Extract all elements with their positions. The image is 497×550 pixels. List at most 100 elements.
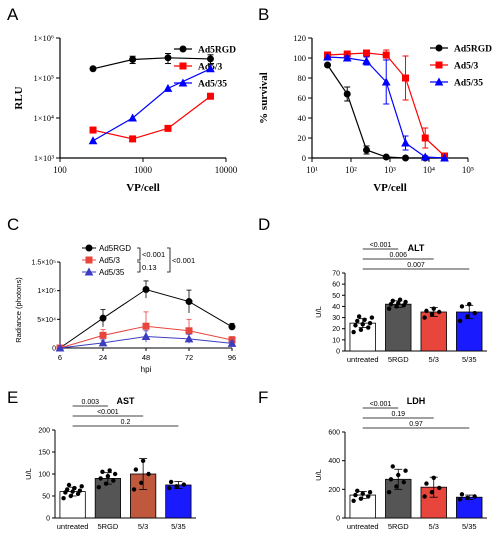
data-point [396, 472, 401, 478]
x-tick-label: 100 [53, 165, 67, 175]
data-point [472, 494, 477, 499]
y-axis-label: U/L [314, 469, 323, 481]
y-tick-label: 100 [38, 472, 50, 479]
data-point [390, 298, 395, 304]
data-point [366, 325, 371, 330]
stat-label: 0.19 [391, 411, 405, 418]
x-tick-label: 24 [99, 353, 107, 362]
data-point [429, 312, 435, 317]
data-point [168, 479, 174, 485]
data-point [369, 315, 375, 320]
y-tick-label: 20 [332, 326, 340, 333]
data-point [388, 477, 394, 482]
data-point [362, 56, 371, 65]
data-point [431, 306, 436, 311]
legend-label: Ad5/3 [454, 62, 479, 72]
data-point [68, 493, 74, 499]
data-point [360, 491, 365, 496]
bar-5RGD [94, 478, 121, 519]
legend-marker [178, 78, 188, 87]
data-point [323, 52, 332, 61]
stat-bracket [167, 247, 171, 273]
data-point [185, 298, 193, 306]
y-tick-label: 10 [332, 337, 340, 344]
data-point [107, 468, 112, 473]
data-point [100, 469, 105, 474]
data-point [363, 49, 371, 57]
y-tick-label: 40 [332, 304, 340, 311]
data-point [386, 306, 392, 311]
y-tick-label: 60 [332, 282, 340, 289]
y-tick-label: 80 [298, 73, 307, 83]
y-tick-label: 50 [42, 494, 50, 501]
data-point [382, 51, 390, 59]
data-point [424, 308, 429, 314]
legend-label: Ad5RGD [99, 244, 131, 253]
data-point [55, 343, 65, 352]
x-tick-label: 5/35 [462, 355, 477, 364]
x-tick-label: 48 [142, 353, 150, 362]
chart-b-survival: 10¹ 10² 10³ 10⁴ 10⁵ 0 20 40 60 80 100 120 VP/cell % s… [258, 33, 492, 194]
data-point [381, 77, 391, 86]
data-point [163, 83, 173, 92]
data-point [72, 485, 77, 491]
y-axis-label: RLU [13, 86, 25, 109]
legend-label: Ad5RGD [454, 45, 492, 55]
data-point [139, 480, 144, 485]
y-tick-label: 1×10⁵ [33, 73, 54, 83]
stat-label: 0.003 [81, 399, 99, 406]
data-point [167, 485, 172, 491]
data-point [431, 475, 436, 481]
data-point [429, 490, 435, 495]
y-tick-label: 1.5×10⁵ [31, 260, 56, 267]
data-point [465, 314, 470, 319]
stat-label: <0.001 [370, 401, 392, 408]
data-point [422, 315, 427, 320]
bar-5RGD [385, 303, 412, 352]
data-point [421, 134, 429, 142]
data-point [382, 153, 390, 161]
series-line-1 [92, 95, 211, 140]
data-point [99, 314, 107, 322]
legend-marker [85, 256, 93, 264]
y-tick-label: 0 [336, 516, 340, 523]
x-axis-label: hpi [141, 365, 152, 374]
data-point [437, 309, 442, 315]
y-tick-label: 1×10³ [34, 153, 55, 163]
x-tick-label: 10² [345, 165, 357, 175]
x-tick-label: 5/35 [171, 522, 186, 531]
data-point [422, 494, 427, 499]
x-tick-label: 10⁵ [462, 165, 474, 175]
data-point [424, 481, 429, 486]
data-point [367, 320, 373, 326]
x-tick-label: untreated [347, 522, 379, 531]
data-point [343, 90, 351, 98]
data-point [353, 492, 358, 498]
data-point [355, 318, 360, 324]
data-point [70, 489, 75, 494]
x-tick-label: 72 [185, 353, 193, 362]
data-point [358, 496, 364, 501]
x-tick-label: 96 [228, 353, 236, 362]
chart-title: LDH [407, 396, 426, 406]
data-point [401, 303, 406, 308]
x-tick-label: 10³ [384, 165, 396, 175]
data-point [403, 299, 408, 305]
data-point [386, 490, 392, 495]
x-tick-label: 5RGD [388, 522, 409, 531]
data-point [111, 478, 116, 483]
stat-label: 0.13 [142, 263, 157, 272]
chart-title: ALT [408, 243, 425, 253]
legend-marker [179, 62, 187, 70]
x-tick-label: 10¹ [306, 165, 318, 175]
data-point [228, 323, 236, 331]
data-point [472, 310, 477, 316]
x-tick-label: 5RGD [388, 355, 409, 364]
y-tick-label: 0 [52, 346, 56, 353]
legend-label: Ad5/35 [454, 79, 483, 89]
chart-e-ast: AST 0 50 100 150 200 U/L untreated 5RGD 5/3 5/35 0.… [24, 396, 196, 531]
data-point [401, 479, 406, 485]
data-point [363, 146, 371, 154]
y-tick-label: 600 [328, 430, 340, 437]
data-point [394, 484, 399, 489]
